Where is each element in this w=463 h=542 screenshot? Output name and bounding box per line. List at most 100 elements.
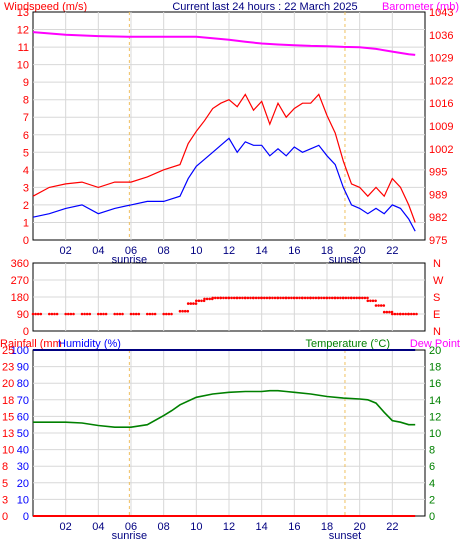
y-tick-label: 40 — [17, 445, 29, 457]
y-tick-label: 8 — [23, 95, 29, 107]
x-tick-label: 20 — [354, 245, 366, 257]
direction-point — [325, 296, 329, 300]
y-tick-label: 0 — [23, 326, 29, 338]
direction-point — [410, 312, 413, 316]
y-tick-label: 1002 — [429, 144, 453, 156]
direction-point — [104, 312, 108, 316]
wind-average-line — [32, 137, 416, 232]
rainfall-axis-title: Rainfall (mm — [0, 338, 62, 350]
y-tick-label: 6 — [23, 130, 29, 142]
compass-tick-label: E — [433, 309, 440, 321]
direction-point — [134, 312, 138, 316]
direction-point — [385, 310, 389, 314]
direction-point — [350, 296, 353, 300]
x-tick-label: 14 — [256, 245, 268, 257]
direction-point — [148, 312, 152, 316]
direction-point — [116, 312, 119, 316]
direction-point — [197, 299, 201, 303]
direction-point — [265, 296, 269, 300]
y-tick-label: 1 — [23, 217, 29, 229]
direction-point — [342, 296, 345, 300]
direction-point — [219, 296, 223, 300]
direction-point — [165, 312, 168, 316]
chart-title: Current last 24 hours : 22 March 2025 — [172, 1, 357, 13]
x-tick-label: 18 — [321, 245, 333, 257]
x-tick-label: 16 — [288, 245, 300, 257]
direction-point — [279, 296, 282, 300]
direction-point — [374, 304, 378, 307]
humidity-axis-title: Humidity (%) — [58, 338, 121, 350]
direction-point — [50, 312, 54, 316]
barometer-axis-title: Barometer (mb) — [382, 1, 459, 13]
rain-tick-label: 13 — [2, 428, 14, 440]
y-tick-label: 989 — [429, 189, 447, 201]
direction-point — [391, 312, 394, 316]
direction-point — [407, 312, 411, 316]
direction-point — [162, 312, 165, 316]
y-tick-label: 100 — [11, 345, 29, 357]
direction-point — [31, 312, 35, 316]
y-tick-label: 11 — [18, 42, 29, 54]
direction-point — [186, 309, 190, 313]
x-tick-label: 10 — [190, 245, 202, 257]
y-tick-label: 90 — [17, 309, 29, 321]
direction-point — [339, 296, 342, 300]
direction-point — [352, 296, 356, 300]
direction-point — [374, 299, 377, 303]
direction-point — [401, 312, 405, 316]
direction-point — [314, 296, 318, 300]
y-tick-label: 982 — [429, 212, 447, 224]
y-tick-label: 2 — [23, 200, 29, 212]
direction-point — [36, 312, 40, 316]
barometer-line — [32, 31, 416, 56]
direction-point — [290, 296, 293, 300]
x-tick-label: 12 — [223, 521, 235, 533]
y-tick-label: 90 — [17, 362, 29, 374]
direction-point — [303, 296, 307, 300]
direction-point — [281, 296, 285, 300]
x-tick-label: 02 — [60, 245, 72, 257]
rain-tick-label: 0 — [2, 511, 8, 523]
direction-point — [189, 302, 193, 305]
temperature-line — [33, 389, 416, 428]
direction-point — [151, 312, 154, 316]
direction-point — [146, 312, 149, 316]
direction-point — [224, 296, 228, 300]
y-tick-label: 1022 — [429, 75, 453, 87]
direction-point — [178, 309, 182, 313]
direction-point — [396, 312, 399, 316]
y-tick-label: 4 — [23, 165, 29, 177]
direction-point — [200, 299, 203, 303]
direction-point — [232, 296, 236, 300]
x-tick-label: 02 — [60, 521, 72, 533]
direction-point — [412, 312, 416, 316]
direction-point — [132, 312, 135, 316]
direction-point — [263, 296, 266, 300]
x-tick-label: 04 — [92, 245, 104, 257]
direction-point — [366, 296, 369, 300]
compass-tick-label: N — [433, 326, 441, 338]
rain-tick-label: 23 — [2, 362, 14, 374]
direction-point — [167, 312, 171, 316]
y-tick-label: 0 — [23, 235, 29, 247]
direction-point — [388, 310, 391, 314]
x-tick-label: 06 — [125, 521, 137, 533]
direction-point — [186, 302, 190, 305]
direction-point — [276, 296, 280, 300]
direction-point — [344, 296, 348, 300]
rain-tick-label: 5 — [2, 478, 8, 490]
direction-point — [260, 296, 264, 300]
direction-point — [211, 296, 214, 300]
direction-point — [230, 296, 233, 300]
direction-point — [64, 312, 67, 316]
direction-point — [284, 296, 288, 300]
rain-tick-label: 3 — [2, 494, 8, 506]
direction-point — [97, 312, 100, 316]
x-tick-label: 22 — [386, 521, 398, 533]
direction-point — [361, 296, 364, 300]
y-tick-label: 975 — [429, 235, 447, 247]
direction-point — [39, 312, 43, 316]
y-tick-label: 9 — [23, 77, 29, 89]
temperature-axis-title: Temperature (°C) — [306, 338, 390, 350]
direction-point — [333, 296, 337, 300]
